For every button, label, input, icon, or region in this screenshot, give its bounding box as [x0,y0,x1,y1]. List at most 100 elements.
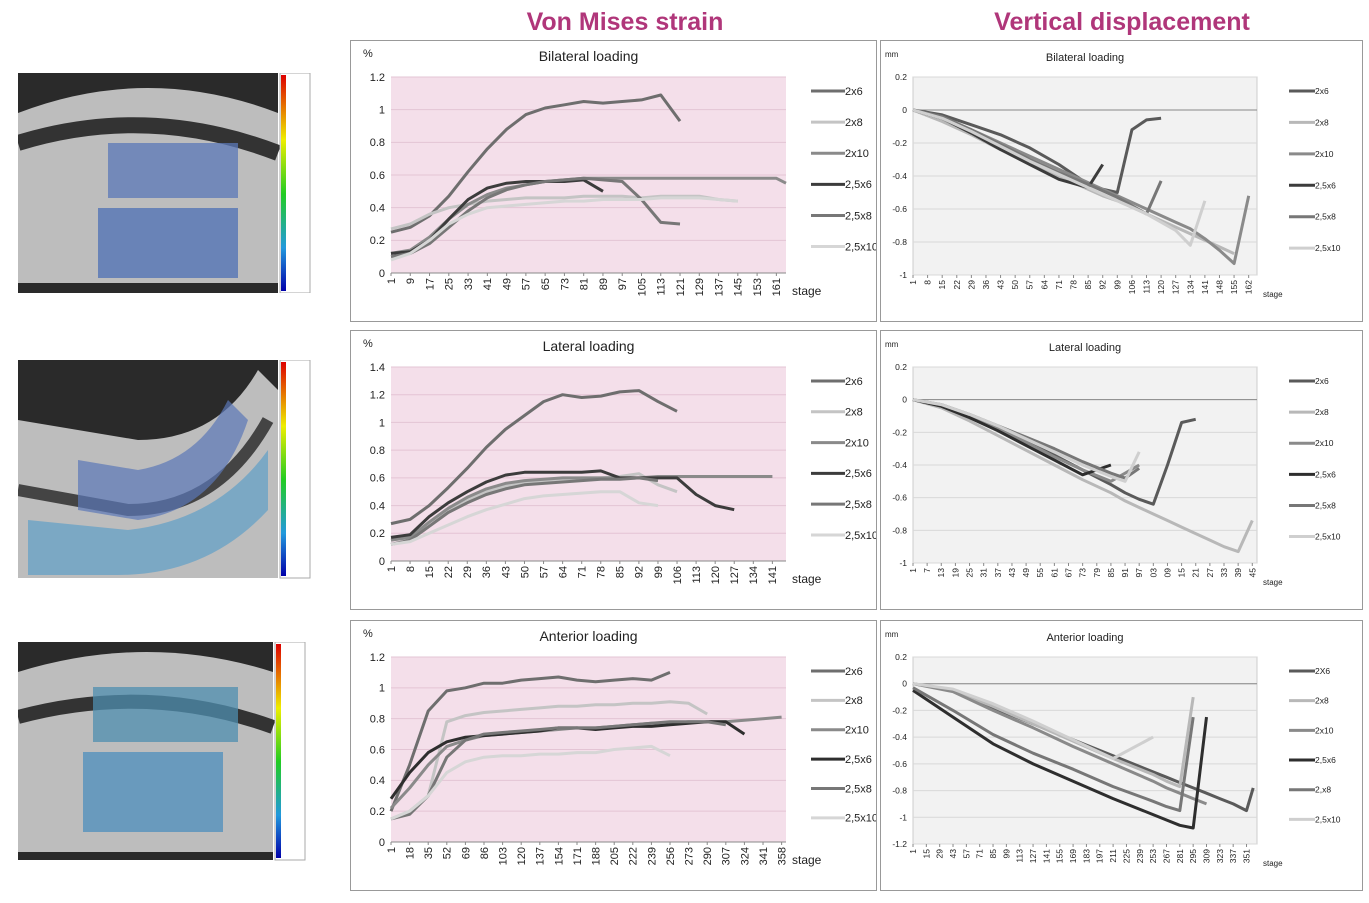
y-axis-label: mm [885,340,899,349]
series-line [390,476,659,546]
legend-label: 2,5x10 [1315,532,1341,542]
chart: Lateral loading mm -1 -0.8 -0.6 -0.4 -0.2 0 0.2 1… [885,340,1341,587]
y-tick-label: -0.6 [892,759,907,769]
series-line [390,700,708,821]
y-axis-label: mm [885,630,899,639]
x-tick-label: 309 [1201,849,1211,863]
y-axis-label: % [363,338,373,350]
x-tick-label: 33 [1219,568,1229,578]
x-tick-label: 171 [572,847,584,865]
x-tick-label: 15 [937,280,947,290]
y-tick-label: 0 [379,837,385,849]
x-tick-label: 148 [1214,280,1224,294]
x-tick-label: 19 [950,568,960,578]
chart: Lateral loading% 0 0.2 0.4 0.6 0.8 1 1.2 1.4 1 8 15… [363,338,878,586]
legend-label: 2x8 [845,407,863,419]
y-tick-label: 0.4 [370,775,385,787]
x-tick-label: 1 [908,280,918,285]
x-tick-label: 64 [1039,280,1049,290]
strain-photo [18,360,311,579]
x-tick-label: 37 [993,568,1003,578]
x-tick-label: 141 [1200,280,1210,294]
x-tick-label: 120 [1156,280,1166,294]
x-axis-label: stage [1263,578,1283,587]
y-tick-label: 0.2 [370,235,385,247]
strain-photo [18,642,306,861]
x-tick-label: 162 [1244,280,1254,294]
x-tick-label: 18 [404,847,416,859]
x-tick-label: 290 [702,847,714,865]
x-tick-label: 78 [596,566,608,578]
y-tick-label: -0.2 [892,427,907,437]
legend-label: 2x6 [845,666,863,678]
x-tick-label: 106 [672,566,684,584]
x-tick-label: 225 [1121,849,1131,863]
legend-label: 2,5x8 [845,783,872,795]
y-tick-label: 1.4 [370,362,385,374]
x-tick-label: 1 [386,847,398,853]
x-tick-label: 92 [634,566,646,578]
x-tick-label: 1 [908,849,918,854]
x-tick-label: 71 [1054,280,1064,290]
y-tick-label: 0.4 [370,500,385,512]
series-line [390,194,738,231]
x-tick-label: 43 [1007,568,1017,578]
y-tick-label: 1 [379,417,385,429]
x-tick-label: 73 [1078,568,1088,578]
y-tick-label: 1.2 [370,72,385,84]
series-line [912,686,1195,813]
y-tick-label: 1.2 [370,390,385,402]
x-tick-label: 79 [1092,568,1102,578]
y-tick-label: 0 [902,395,907,405]
legend-label: 2x8 [845,117,863,129]
x-tick-label: 155 [1055,849,1065,863]
column-header: Vertical displacement [994,8,1250,36]
series-line [912,682,1154,760]
series-line [390,475,773,542]
legend-label: 2,5x8 [845,210,872,222]
x-tick-label: 113 [1141,280,1151,294]
y-tick-label: -0.4 [892,732,907,742]
series-line [912,682,1208,806]
x-tick-label: 35 [423,847,435,859]
x-tick-label: 324 [739,847,751,865]
x-tick-label: 137 [535,847,547,865]
y-tick-label: -0.6 [892,204,907,214]
x-axis-label: stage [1263,859,1283,868]
legend-label: 2,5x6 [845,179,872,191]
x-tick-label: 65 [540,278,552,290]
y-tick-label: 0.8 [370,137,385,149]
x-tick-label: 91 [1120,568,1130,578]
legend-label: 2,5x6 [1315,755,1336,765]
chart-title: Lateral loading [1049,342,1121,354]
x-tick-label: 1 [386,566,398,572]
x-tick-label: 29 [462,566,474,578]
legend-label: 2x10 [845,725,869,737]
x-tick-label: 145 [733,278,745,296]
x-tick-label: 105 [636,278,648,296]
x-tick-label: 351 [1241,849,1251,863]
legend-label: 2x6 [1315,86,1329,96]
chart-panel: Bilateral loading mm -1 -0.8 -0.6 -0.4 -0.2 0 0.… [880,40,1363,322]
x-tick-label: 57 [538,566,550,578]
x-tick-label: 121 [675,278,687,296]
x-tick-label: 33 [463,278,475,290]
y-axis-label: mm [885,50,899,59]
x-tick-label: 92 [1098,280,1108,290]
legend-label: 2,5x10 [1315,814,1341,824]
x-axis-label: stage [792,853,822,867]
x-tick-label: 29 [935,849,945,859]
y-axis-label: % [363,48,373,60]
x-tick-label: 99 [653,566,665,578]
x-tick-label: 21 [1191,568,1201,578]
legend-label: 2,5x10 [1315,243,1341,253]
x-tick-label: 106 [1127,280,1137,294]
series-line [390,176,681,259]
y-tick-label: -0.4 [892,171,907,181]
legend-label: 2,5x6 [1315,180,1336,190]
series-line [390,389,678,526]
y-tick-label: -0.8 [892,237,907,247]
legend-label: 2x8 [1315,407,1329,417]
x-tick-label: 22 [443,566,455,578]
